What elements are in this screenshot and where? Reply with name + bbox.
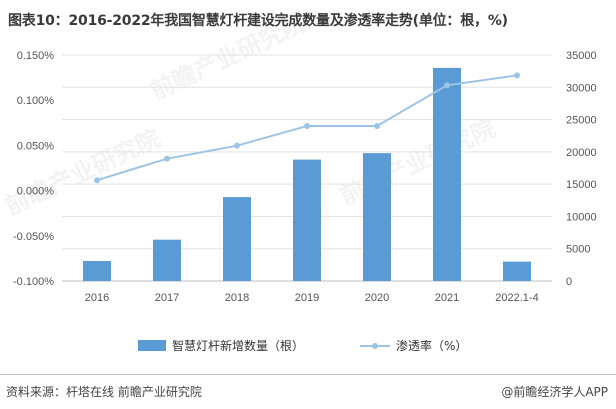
y-right-tick-label: 30000 [566, 82, 597, 94]
line-point [94, 177, 100, 184]
line-point [164, 155, 170, 162]
x-tick-label: 2017 [155, 292, 179, 304]
x-tick-label: 2021 [435, 292, 459, 304]
line-point [444, 82, 450, 89]
y-left-tick-label: 0.150% [17, 50, 55, 62]
watermark-layer: 前瞻产业研究院前瞻产业研究院前瞻产业研究院 [1, 9, 500, 220]
y-left-tick-label: -0.050% [13, 231, 54, 243]
legend-bar-label: 智慧灯杆新增数量（根） [172, 338, 304, 353]
line-point [234, 142, 240, 149]
y-right-tick-label: 5000 [566, 244, 590, 256]
x-tick-label: 2020 [365, 292, 389, 304]
y-right-tick-label: 10000 [566, 211, 597, 223]
bar [83, 260, 111, 281]
line-point [514, 72, 520, 79]
legend-line-marker [372, 343, 378, 349]
y-right-tick-label: 35000 [566, 50, 597, 62]
source-note: 资料来源：杆塔在线 前瞻产业研究院 [6, 385, 202, 399]
legend-bar-swatch [138, 340, 166, 351]
y-left-tick-label: 0.050% [17, 140, 55, 152]
bar [153, 239, 181, 281]
brand-credit: @前瞻经济学人APP [501, 385, 608, 399]
x-tick-label: 2019 [295, 292, 319, 304]
axis-ticks: -0.100% -0.050% 0.000% 0.050% 0.100% 0.150% 0 5… [13, 50, 597, 304]
y-right-tick-label: 25000 [566, 115, 597, 127]
line-series [94, 72, 520, 184]
footer: 资料来源：杆塔在线 前瞻产业研究院 @前瞻经济学人APP [0, 374, 616, 409]
bar-series [83, 67, 531, 282]
y-left-tick-label: 0.100% [17, 95, 55, 107]
y-left-tick-label: -0.100% [13, 276, 54, 288]
chart-title: 图表10：2016-2022年我国智慧灯杆建设完成数量及渗透率走势(单位：根，%… [8, 13, 508, 29]
x-tick-label: 2018 [225, 292, 249, 304]
line-point [304, 122, 310, 129]
watermark-text: 前瞻产业研究院 [146, 9, 310, 105]
y-right-tick-label: 15000 [566, 179, 597, 191]
bar [503, 261, 531, 281]
bar [223, 197, 251, 281]
y-left-tick-label: 0.000% [17, 186, 55, 198]
bar [363, 153, 391, 281]
legend-line-label: 渗透率（%） [396, 338, 467, 353]
line-point [374, 122, 380, 129]
legend: 智慧灯杆新增数量（根） 渗透率（%） [138, 338, 467, 353]
bar [433, 67, 461, 282]
x-tick-label: 2016 [85, 292, 109, 304]
y-right-tick-label: 0 [566, 276, 572, 288]
watermark-text: 前瞻产业研究院 [336, 114, 500, 210]
x-tick-label: 2022.1-4 [495, 292, 538, 304]
watermark-text: 前瞻产业研究院 [1, 124, 165, 220]
bar [293, 159, 321, 281]
y-right-tick-label: 20000 [566, 147, 597, 159]
